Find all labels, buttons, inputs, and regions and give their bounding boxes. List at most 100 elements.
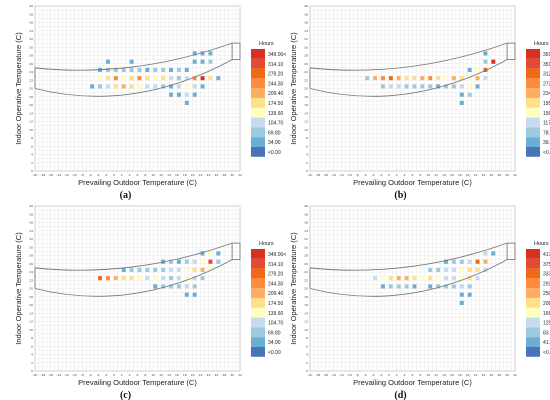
heatmap-cell	[153, 267, 158, 272]
heatmap-cell	[145, 84, 150, 89]
x-tick-label: -6	[89, 173, 92, 177]
y-tick-label: 24	[29, 70, 33, 74]
y-tick-label: 20	[304, 287, 308, 291]
x-tick-label: -10	[72, 373, 77, 377]
heatmap-cell	[475, 259, 480, 264]
legend-swatch	[251, 347, 265, 357]
x-tick-label: 4	[404, 373, 406, 377]
heatmap-cell	[153, 276, 158, 281]
heatmap-cell	[451, 76, 456, 81]
legend-label: <0.00	[543, 150, 550, 156]
x-tick-label: 24	[482, 173, 486, 177]
comfort-band-extension	[506, 242, 516, 261]
y-tick-label: 24	[304, 70, 308, 74]
heatmap-cell	[475, 267, 480, 272]
x-tick-label: -4	[97, 373, 100, 377]
legend-label: 244.30	[268, 81, 284, 87]
heatmap-cell	[483, 67, 488, 72]
legend-swatch	[251, 268, 265, 279]
comfort-band-lower	[309, 259, 508, 297]
heatmap-cell	[192, 84, 197, 89]
legend-label: 139.60	[268, 111, 284, 117]
heatmap-cell	[491, 59, 496, 64]
x-tick-label: 26	[489, 173, 493, 177]
heatmap-cell	[388, 84, 393, 89]
heatmap-cell	[483, 267, 488, 272]
legend-swatch	[251, 307, 265, 318]
x-tick-label: 26	[214, 173, 218, 177]
y-tick-label: 32	[304, 37, 308, 41]
y-tick-label: 30	[29, 245, 33, 249]
legend-swatch	[251, 258, 265, 269]
x-tick-label: -6	[364, 373, 367, 377]
heatmap-cell	[459, 84, 464, 89]
x-tick-label: 20	[466, 173, 470, 177]
heatmap-cell	[192, 284, 197, 289]
legend-label: 69.80	[268, 130, 281, 136]
heatmap-cell	[105, 276, 110, 281]
x-tick-label: 4	[129, 173, 131, 177]
y-tick-label: 22	[304, 78, 308, 82]
y-axis-label: Indoor Operative Temperature (C)	[289, 232, 298, 345]
legend-label: 273.70	[543, 81, 550, 87]
x-tick-label: 8	[419, 173, 421, 177]
legend-swatch	[526, 147, 540, 157]
heatmap-cell	[192, 51, 197, 56]
heatmap-cell	[404, 276, 409, 281]
y-tick-label: 38	[304, 212, 308, 216]
legend-swatch	[526, 337, 540, 347]
x-tick-label: -16	[48, 373, 53, 377]
heatmap-cell	[121, 76, 126, 81]
heatmap-cell	[192, 259, 197, 264]
legend-label: 244.30	[268, 281, 284, 287]
x-tick-label: -6	[364, 173, 367, 177]
x-tick-label: 10	[426, 173, 430, 177]
legend-swatch	[526, 78, 540, 89]
legend-swatch	[251, 98, 265, 108]
heatmap-cell	[153, 76, 158, 81]
heatmap-cell	[121, 67, 126, 72]
legend-title: Hours	[259, 241, 274, 247]
legend-swatch	[526, 268, 540, 279]
heatmap-cell	[444, 267, 448, 272]
heatmap-cell	[153, 284, 158, 289]
x-tick-label: 32	[238, 373, 242, 377]
x-tick-label: -2	[379, 373, 382, 377]
comfort-band-upper	[34, 42, 233, 71]
legend-swatch	[251, 288, 265, 298]
y-tick-label: 12	[304, 120, 308, 124]
x-tick-label: 0	[388, 173, 390, 177]
heatmap-cell	[380, 276, 385, 281]
x-tick-label: -12	[339, 373, 344, 377]
x-tick-label: 32	[513, 373, 517, 377]
legend-swatch	[526, 298, 540, 308]
y-tick-label: 10	[29, 128, 33, 132]
legend-swatch	[251, 127, 265, 138]
legend-label: 417.00<	[543, 252, 550, 258]
heatmap-cell	[420, 76, 425, 81]
y-tick-label: 22	[304, 278, 308, 282]
heatmap-cell	[192, 276, 197, 281]
heatmap-cell	[161, 267, 166, 272]
heatmap-cell	[192, 92, 197, 97]
legend-label: <0.00	[268, 150, 281, 156]
legend-label: 250.20	[543, 291, 550, 297]
x-tick-label: 6	[412, 373, 414, 377]
heatmap-cell	[153, 67, 158, 72]
x-tick-label: 26	[214, 373, 218, 377]
x-tick-label: -4	[372, 373, 375, 377]
x-tick-label: -18	[40, 373, 45, 377]
legend-swatch	[526, 49, 540, 59]
legend-label: 34.90	[268, 140, 281, 146]
chart-panel: -20 -18 -16 -14 -12 -10 -8 -6 -4 -2 0 2 4 6 8 10 12 14 16 1…	[14, 4, 286, 201]
heatmap-cell	[200, 59, 205, 64]
x-tick-label: 20	[191, 173, 195, 177]
x-tick-label: -16	[323, 373, 328, 377]
legend-swatch	[526, 88, 540, 98]
heatmap-cell	[365, 76, 370, 81]
heatmap-cell	[169, 284, 173, 289]
y-tick-label: 16	[304, 303, 308, 307]
heatmap-cell	[412, 284, 417, 289]
heatmap-cell	[137, 276, 142, 281]
